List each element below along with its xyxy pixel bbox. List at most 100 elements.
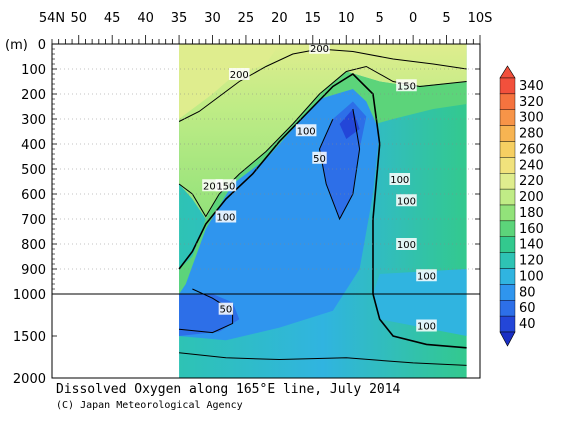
colorbar-swatch	[499, 173, 516, 190]
contour-label-bg	[295, 124, 317, 137]
contour-label: 200	[230, 70, 249, 81]
oxygen-field	[179, 44, 467, 378]
contour-lines	[178, 48, 467, 366]
contour-line	[178, 65, 467, 218]
contour-label: 100	[417, 322, 436, 333]
contour-label-bg	[416, 319, 437, 332]
y-tick-label: 200	[21, 88, 46, 103]
contour-label-bg	[228, 68, 250, 80]
contour-label: 100	[390, 175, 409, 186]
colorbar-label: 180	[519, 206, 544, 221]
chart-title: Dissolved Oxygen along 165°E line, July …	[56, 382, 401, 397]
colorbar-swatch	[499, 236, 516, 253]
y-tick-label: 800	[21, 238, 46, 253]
x-tick-label: 10	[338, 11, 355, 26]
x-tick-label: 45	[104, 11, 121, 26]
colorbar-swatch	[499, 268, 516, 285]
colorbar-swatch	[499, 77, 516, 95]
y-tick-label: 300	[21, 113, 46, 128]
colorbar-swatch	[499, 141, 516, 158]
y-tick-label: 600	[21, 188, 46, 203]
contour-label-bg	[396, 238, 417, 250]
contour-line	[318, 108, 361, 221]
colorbar-label: 120	[519, 254, 544, 269]
y-tick-label: 100	[21, 63, 46, 78]
y-tick-label: 2000	[13, 372, 46, 387]
colorbar-label: 280	[519, 127, 544, 142]
y-tick-label: 900	[21, 263, 46, 278]
x-tick-label: 54N	[39, 11, 65, 26]
x-tick-label: 35	[171, 11, 188, 26]
colorbar-swatch	[499, 284, 516, 301]
contour-label: 200	[203, 181, 222, 192]
field-deep-south	[373, 269, 467, 336]
y-tick-label: 1000	[13, 288, 46, 303]
colorbar-swatch	[499, 252, 516, 269]
contour-label-bg	[416, 269, 437, 282]
colorbar-swatch	[499, 188, 516, 206]
colorbar-label: 40	[519, 317, 536, 332]
colorbar-label: 340	[519, 79, 544, 94]
contour-label: 50	[220, 305, 233, 316]
colorbar-swatch	[499, 300, 516, 317]
colorbar-label: 80	[519, 285, 536, 300]
colorbar-swatch	[499, 157, 516, 174]
contour-label: 100	[397, 240, 416, 251]
colorbar-label: 300	[519, 111, 544, 126]
contour-label: 200	[310, 44, 329, 55]
contour-label: 50	[313, 154, 326, 165]
y-tick-label: 400	[21, 138, 46, 153]
contour-label: 100	[417, 271, 436, 282]
x-tick-label: 10S	[468, 11, 493, 26]
contour-line	[179, 352, 467, 366]
colorbar-swatch	[499, 125, 516, 142]
contour-label-bg	[215, 179, 237, 192]
y-axis-label: (m)	[5, 38, 28, 53]
colorbar-label: 320	[519, 95, 544, 110]
colorbar-label: 100	[519, 269, 544, 284]
x-tick-label: 5	[442, 11, 450, 26]
x-tick-label: 15	[305, 11, 322, 26]
contour-label: 150	[216, 181, 235, 192]
contour-label-bg	[218, 302, 234, 315]
colorbar-swatch	[499, 204, 516, 222]
contour-label-bg	[312, 151, 327, 164]
colorbar-label: 240	[519, 158, 544, 173]
colorbar-label: 60	[519, 301, 536, 316]
colorbar-top-arrow	[499, 65, 516, 79]
contour-line	[179, 288, 234, 334]
contour-label: 150	[397, 81, 416, 92]
contour-label-bg	[309, 41, 330, 54]
contour-line	[178, 72, 467, 349]
x-tick-label: 5	[376, 11, 384, 26]
contour-label-bg	[396, 79, 417, 92]
plot-frame	[51, 43, 481, 379]
colorbar-swatch	[499, 93, 516, 110]
contour-label-bg	[389, 173, 411, 185]
colorbar-label: 260	[519, 142, 544, 157]
colorbar-swatch	[499, 109, 516, 126]
contour-label: 100	[216, 213, 235, 224]
x-tick-label: 50	[70, 11, 87, 26]
colorbar-label: 200	[519, 190, 544, 205]
colorbar-label: 160	[519, 222, 544, 237]
y-tick-label: 1500	[13, 330, 46, 345]
contour-label: 100	[397, 196, 416, 207]
colorbar-swatch	[499, 220, 516, 237]
x-tick-label: 30	[204, 11, 221, 26]
colorbar-label: 140	[519, 238, 544, 253]
field-surface-band	[179, 44, 467, 219]
x-tick-label: 25	[238, 11, 255, 26]
contour-line	[178, 48, 467, 122]
x-tick-label: 0	[409, 11, 417, 26]
colorbar: 3403203002802602402202001801601401201008…	[499, 65, 544, 347]
colorbar-bottom-arrow	[499, 331, 516, 347]
x-tick-label: 20	[271, 11, 288, 26]
y-tick-label: 0	[38, 38, 46, 53]
contour-label-bg	[215, 210, 237, 223]
colorbar-swatch	[499, 315, 516, 333]
credit-line: (C) Japan Meteorological Agency	[56, 400, 243, 411]
contour-label: 100	[297, 126, 316, 137]
